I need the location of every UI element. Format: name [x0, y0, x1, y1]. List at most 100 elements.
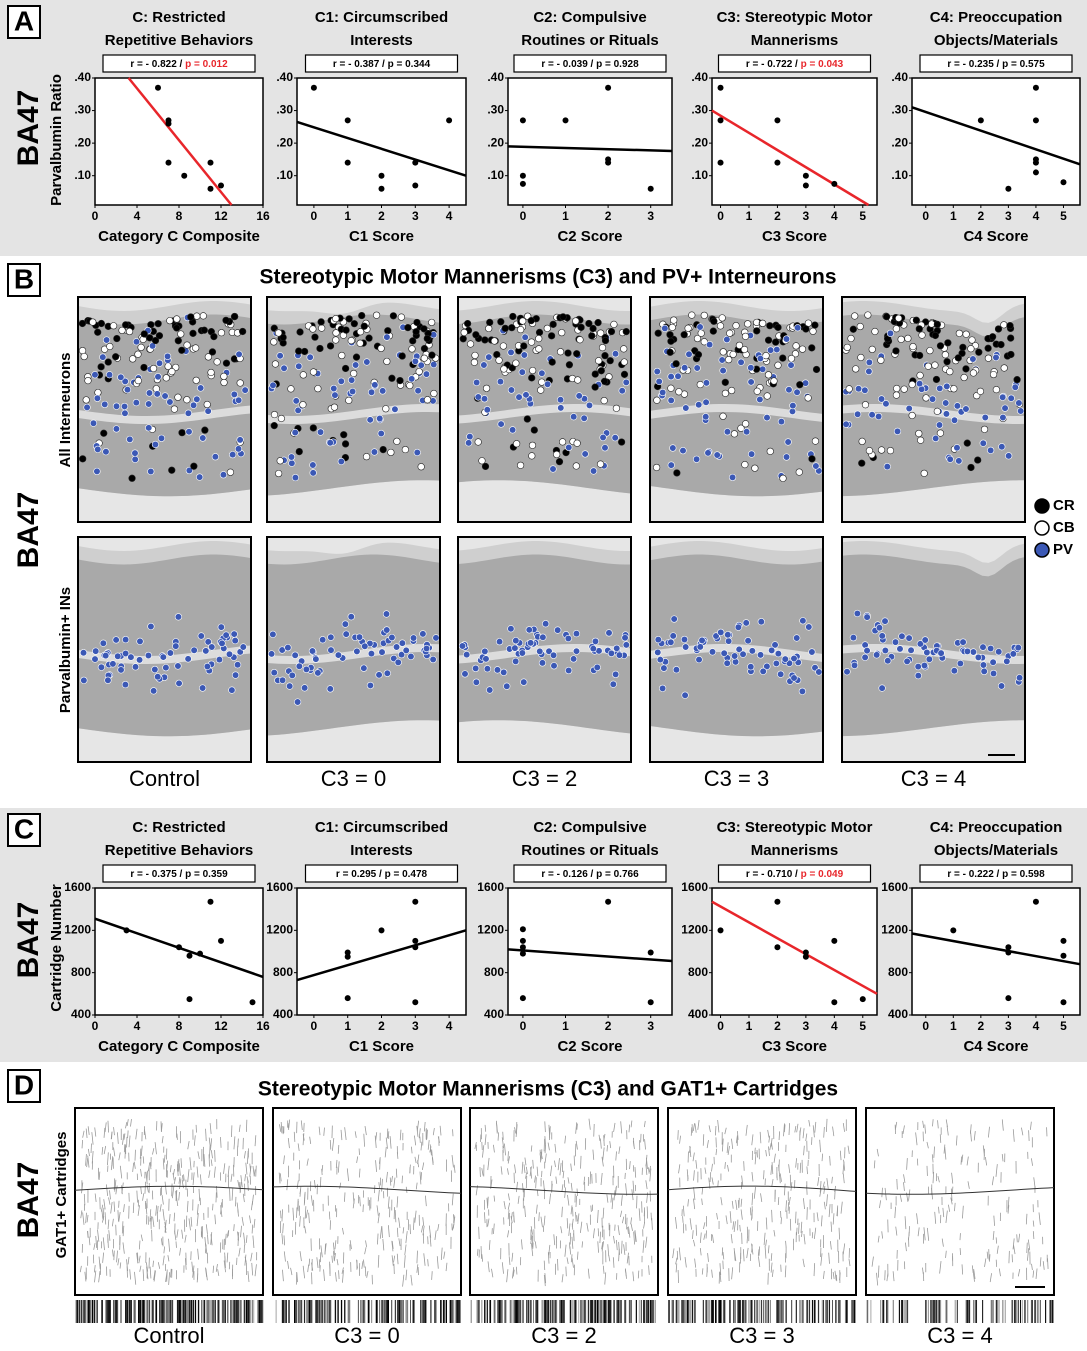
cell: [491, 338, 498, 345]
cell: [757, 396, 764, 403]
cell: [668, 462, 675, 469]
data-point: [1005, 944, 1011, 950]
cell: [431, 390, 438, 397]
cell: [873, 652, 880, 659]
cell: [990, 670, 997, 677]
cell: [513, 360, 520, 367]
x-axis-label: C1 Score: [349, 1038, 414, 1055]
cell: [720, 367, 727, 374]
cell: [812, 438, 819, 445]
data-point: [563, 117, 569, 123]
cell: [722, 379, 729, 386]
cell: [482, 337, 489, 344]
cell: [186, 428, 193, 435]
cell: [184, 396, 191, 403]
cell: [773, 346, 780, 353]
cell: [433, 635, 440, 642]
cell: [554, 627, 561, 634]
cell: [503, 683, 510, 690]
cell: [516, 394, 523, 401]
tissue-box: [866, 1108, 1054, 1295]
cell: [724, 660, 731, 667]
cell: [703, 380, 710, 387]
cell: [353, 354, 360, 361]
cell: [622, 634, 629, 641]
cartridge: [402, 1176, 403, 1184]
cell: [348, 613, 355, 620]
cell: [145, 425, 152, 432]
r-value: r = - 0.387 /: [333, 59, 385, 70]
cell: [424, 396, 431, 403]
cell: [122, 322, 129, 329]
cell: [887, 447, 894, 454]
cell: [764, 414, 771, 421]
cell: [956, 330, 963, 337]
cell: [528, 317, 535, 324]
cell: [467, 433, 474, 440]
panel-label: C: [14, 813, 34, 844]
cell: [747, 663, 754, 670]
data-point: [605, 899, 611, 905]
cell: [235, 446, 242, 453]
cell: [475, 394, 482, 401]
cell: [785, 439, 792, 446]
data-point: [1033, 169, 1039, 175]
cell: [356, 634, 363, 641]
cartridge: [591, 1206, 592, 1212]
cell: [94, 446, 101, 453]
cell: [420, 631, 427, 638]
cell: [974, 457, 981, 464]
cartridge: [338, 1145, 339, 1154]
cell: [167, 650, 174, 657]
cell: [423, 371, 430, 378]
cell: [486, 319, 493, 326]
cell: [572, 318, 579, 325]
cell: [725, 356, 732, 363]
cell: [102, 652, 109, 659]
cell: [710, 328, 717, 335]
cell: [137, 638, 144, 645]
cell: [661, 665, 668, 672]
y-tick-label: 800: [273, 965, 293, 979]
group-label: C3 = 3: [729, 1323, 794, 1348]
cell: [126, 328, 133, 335]
data-point: [803, 182, 809, 188]
cell: [236, 351, 243, 358]
cell: [720, 413, 727, 420]
cell: [898, 336, 905, 343]
cell: [724, 631, 731, 638]
cell: [343, 631, 350, 638]
data-point: [520, 944, 526, 950]
cell: [205, 408, 212, 415]
cell: [94, 329, 101, 336]
cell: [682, 644, 689, 651]
cell: [872, 328, 879, 335]
cartridge: [417, 1251, 418, 1264]
cartridge: [118, 1210, 119, 1221]
x-tick-label: 3: [803, 209, 810, 223]
cell: [544, 381, 551, 388]
cell: [775, 650, 782, 657]
y-tick-label: .20: [487, 135, 504, 149]
cell: [862, 387, 869, 394]
data-point: [379, 186, 385, 192]
data-point: [218, 182, 224, 188]
cell: [148, 623, 155, 630]
cell: [364, 359, 371, 366]
cell: [680, 447, 687, 454]
cell: [146, 390, 153, 397]
cell: [878, 447, 885, 454]
cell: [550, 321, 557, 328]
cell: [383, 627, 390, 634]
y-tick-label: .20: [691, 135, 708, 149]
chart-title: C3: Stereotypic Motor: [717, 819, 873, 836]
cell: [105, 359, 112, 366]
cell: [378, 430, 385, 437]
x-axis-label: C1 Score: [349, 228, 414, 245]
cell: [513, 637, 520, 644]
cell: [1014, 376, 1021, 383]
cell: [177, 331, 184, 338]
cell: [133, 338, 140, 345]
cell: [289, 672, 296, 679]
cell: [553, 451, 560, 458]
